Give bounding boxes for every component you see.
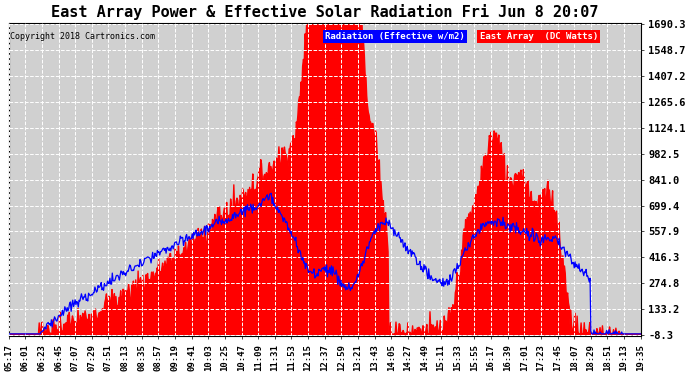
Text: Copyright 2018 Cartronics.com: Copyright 2018 Cartronics.com	[10, 32, 155, 41]
Text: Radiation (Effective w/m2): Radiation (Effective w/m2)	[325, 32, 464, 41]
Text: East Array  (DC Watts): East Array (DC Watts)	[480, 32, 598, 41]
Title: East Array Power & Effective Solar Radiation Fri Jun 8 20:07: East Array Power & Effective Solar Radia…	[51, 4, 598, 20]
